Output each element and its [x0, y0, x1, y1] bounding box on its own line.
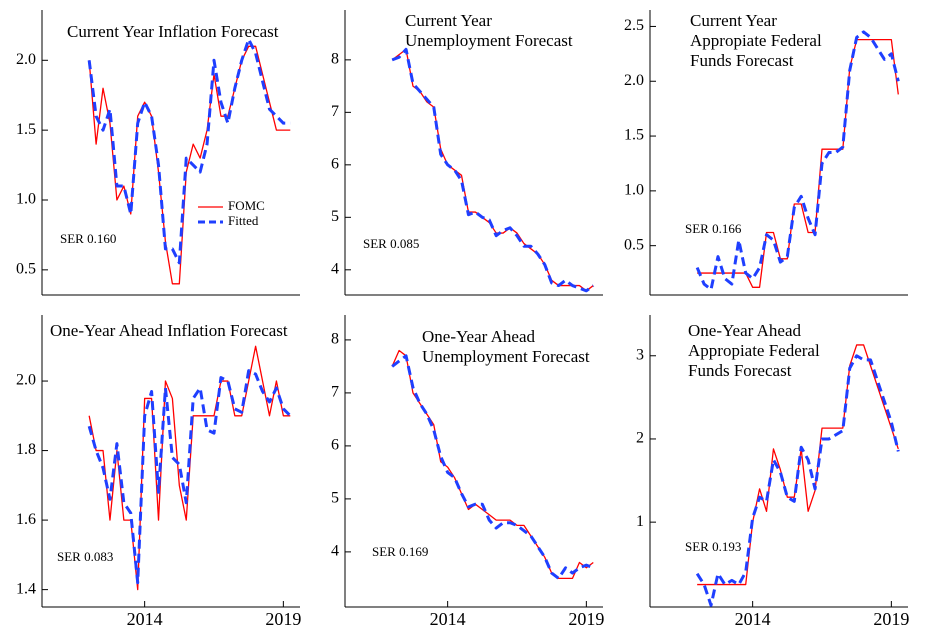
x-tick-label: 2014	[430, 609, 466, 629]
chart-title: Current Year	[690, 11, 777, 30]
y-tick-label: 1	[636, 513, 644, 530]
annotation: SER 0.193	[685, 539, 741, 554]
annotation: SER 0.083	[57, 549, 113, 564]
y-tick-label: 1.5	[624, 127, 644, 144]
chart-title: One-Year Ahead	[422, 327, 535, 346]
y-tick-label: 8	[331, 331, 339, 348]
y-tick-label: 2.0	[16, 51, 36, 68]
series-line	[391, 47, 595, 293]
chart-title: Funds Forecast	[688, 361, 792, 380]
y-tick-label: 1.0	[624, 182, 644, 199]
series-line	[391, 354, 594, 580]
y-tick-label: 1.8	[16, 441, 36, 458]
chart-title: One-Year Ahead	[688, 321, 801, 340]
y-tick-label: 1.5	[16, 121, 36, 138]
y-tick-label: 2	[636, 430, 644, 447]
chart-title: One-Year Ahead Inflation Forecast	[50, 321, 288, 340]
y-tick-label: 2.5	[624, 17, 644, 34]
y-tick-label: 6	[331, 156, 339, 173]
chart-title: Appropiate Federal	[688, 341, 820, 360]
x-tick-label: 2014	[127, 609, 163, 629]
y-tick-label: 2.0	[624, 72, 644, 89]
y-tick-label: 7	[331, 384, 339, 401]
series-line	[88, 345, 291, 591]
chart-title: Funds Forecast	[690, 51, 794, 70]
series-line	[695, 354, 900, 607]
y-tick-label: 2.0	[16, 372, 36, 389]
y-tick-label: 6	[331, 437, 339, 454]
y-tick-label: 7	[331, 103, 339, 120]
chart-title: Current Year Inflation Forecast	[67, 22, 279, 41]
x-tick-label: 2014	[735, 609, 771, 629]
y-tick-label: 5	[331, 490, 339, 507]
y-tick-label: 4	[331, 543, 339, 560]
chart-title: Unemployment Forecast	[405, 31, 573, 50]
legend-label: FOMC	[228, 198, 265, 213]
series-line	[88, 45, 291, 285]
y-tick-label: 1.6	[16, 511, 36, 528]
series-line	[87, 37, 291, 265]
x-tick-label: 2019	[873, 609, 909, 629]
annotation: SER 0.085	[363, 236, 419, 251]
x-tick-label: 2019	[265, 609, 301, 629]
y-tick-label: 8	[331, 51, 339, 68]
chart-title: Unemployment Forecast	[422, 347, 590, 366]
y-tick-label: 0.5	[624, 236, 644, 253]
chart-title: Current Year	[405, 11, 492, 30]
y-tick-label: 3	[636, 346, 644, 363]
y-tick-label: 5	[331, 208, 339, 225]
series-line	[697, 38, 899, 288]
annotation: SER 0.160	[60, 231, 116, 246]
legend-label: Fitted	[228, 213, 259, 228]
series-line	[391, 48, 594, 292]
series-line	[87, 369, 292, 585]
x-tick-label: 2019	[568, 609, 604, 629]
series-line	[695, 30, 900, 292]
annotation: SER 0.166	[685, 221, 742, 236]
annotation: SER 0.169	[372, 544, 428, 559]
y-tick-label: 0.5	[16, 261, 36, 278]
y-tick-label: 1.4	[16, 580, 36, 597]
y-tick-label: 4	[331, 260, 339, 277]
chart-title: Appropiate Federal	[690, 31, 822, 50]
y-tick-label: 1.0	[16, 191, 36, 208]
